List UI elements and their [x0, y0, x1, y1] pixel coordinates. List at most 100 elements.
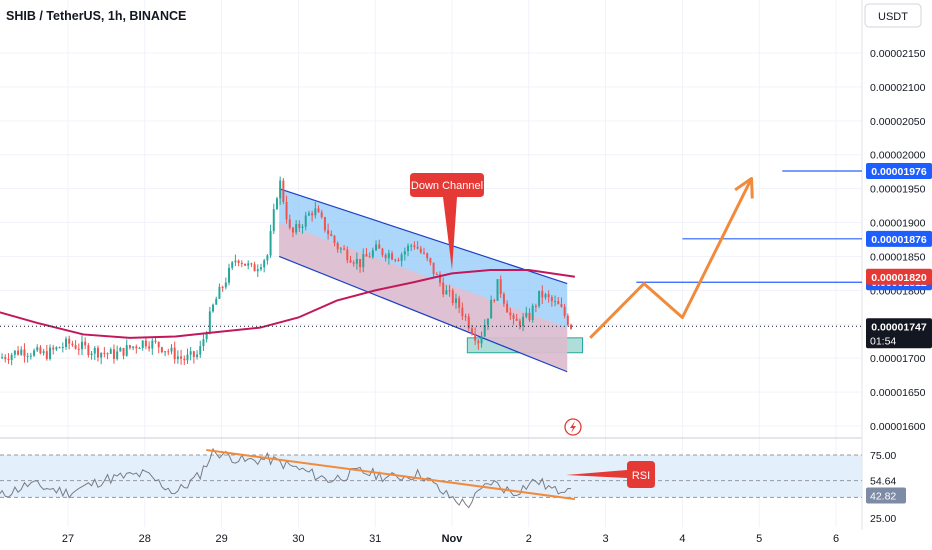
candle-body — [362, 254, 365, 268]
candle-body — [432, 262, 435, 275]
candle-body — [557, 301, 560, 305]
candle-body — [205, 333, 208, 340]
price-tags: 0.000019760.000018760.000018120.00001820… — [866, 163, 932, 349]
candle-body — [349, 260, 352, 263]
candle-body — [368, 256, 371, 258]
price-tick-label: 0.00002150 — [870, 48, 926, 60]
candle-body — [167, 351, 170, 353]
candle-body — [474, 333, 477, 341]
rsi-tick-label: 75.00 — [870, 450, 896, 462]
candle-body — [327, 230, 330, 235]
candle-body — [442, 282, 445, 295]
candle-body — [506, 303, 509, 313]
price-tick-label: 0.00001700 — [870, 353, 926, 365]
candle-body — [493, 299, 496, 301]
candle-body — [4, 357, 7, 360]
time-tick-label: 2 — [526, 533, 532, 545]
candle-body — [458, 298, 461, 308]
candle-body — [451, 290, 454, 304]
candle-body — [279, 180, 282, 199]
candle-body — [416, 246, 419, 249]
countdown-timer: 01:54 — [870, 335, 896, 347]
candle-body — [275, 198, 278, 210]
price-tick-label: 0.00001900 — [870, 218, 926, 230]
candle-body — [538, 290, 541, 306]
candle-body — [445, 290, 448, 295]
candle-body — [119, 347, 122, 352]
candle-body — [355, 258, 358, 264]
candle-body — [330, 234, 333, 236]
candle-body — [202, 339, 205, 347]
candle-body — [26, 355, 29, 357]
candle-body — [464, 316, 467, 318]
candle-body — [512, 315, 515, 319]
candle-body — [87, 345, 90, 356]
candle-body — [100, 352, 103, 358]
candle-body — [269, 231, 272, 256]
candle-body — [518, 320, 521, 326]
projection-arrowhead — [734, 176, 754, 199]
rsi-callout-label: RSI — [632, 470, 650, 482]
rsi-value-tag — [866, 487, 906, 504]
candle-body — [215, 298, 218, 305]
time-axis-labels: 27 28 29 30 31 Nov 2 3 4 5 6 — [62, 533, 839, 545]
candle-body — [307, 213, 310, 216]
lightning-icon[interactable] — [564, 418, 582, 436]
candle-body — [263, 260, 266, 268]
candle-body — [157, 341, 160, 348]
down-channel-callout: Down Channel — [410, 173, 484, 270]
candle-body — [93, 347, 96, 354]
candle-body — [183, 358, 186, 361]
candle-body — [336, 243, 339, 250]
candle-body — [560, 304, 563, 307]
price-tick-label: 0.00002100 — [870, 82, 926, 94]
candle-body — [199, 346, 202, 355]
candle-body — [49, 347, 52, 359]
current-price-label: 0.00001747 — [871, 321, 927, 333]
candle-body — [285, 202, 288, 220]
rsi-tick-label: 54.64 — [870, 476, 896, 488]
currency-button[interactable]: USDT — [864, 3, 922, 28]
candle-body — [212, 304, 215, 312]
candle-body — [407, 245, 410, 252]
candle-body — [394, 259, 397, 261]
time-tick-label: 28 — [139, 533, 151, 545]
candle-body — [566, 315, 569, 325]
candle-body — [483, 324, 486, 337]
candle-body — [144, 340, 147, 347]
time-tick-label: 6 — [833, 533, 839, 545]
current-price-tag — [866, 318, 932, 349]
candle-body — [154, 340, 157, 342]
rsi-bands — [0, 454, 862, 498]
price-tick-label: 0.00001950 — [870, 184, 926, 196]
time-tick-label: 5 — [756, 533, 762, 545]
candle-body — [525, 312, 528, 317]
chart-title: SHIB / TetherUS, 1h, BINANCE — [6, 9, 186, 23]
candle-body — [461, 307, 464, 317]
candle-body — [563, 306, 566, 316]
candle-body — [438, 274, 441, 283]
candle-body — [413, 245, 416, 247]
candle-body — [496, 279, 499, 301]
candle-body — [71, 343, 74, 346]
candle-body — [470, 328, 473, 334]
candle-body — [135, 346, 138, 349]
candle-body — [84, 341, 87, 346]
candle-body — [52, 347, 55, 350]
candle-body — [467, 316, 470, 329]
rsi-callout: RSI — [566, 461, 655, 488]
price-tick-label: 0.00002000 — [870, 150, 926, 162]
candle-body — [522, 316, 525, 326]
time-tick-label: Nov — [442, 533, 464, 545]
candle-body — [186, 354, 189, 361]
candle-body — [502, 293, 505, 304]
candle-body — [65, 338, 67, 347]
price-tick-label: 0.00001600 — [870, 421, 926, 433]
candle-body — [33, 350, 36, 356]
rsi-tick-label: 25.00 — [870, 513, 896, 525]
candle-body — [208, 311, 211, 334]
candle-body — [224, 282, 227, 288]
candle-body — [384, 254, 387, 259]
